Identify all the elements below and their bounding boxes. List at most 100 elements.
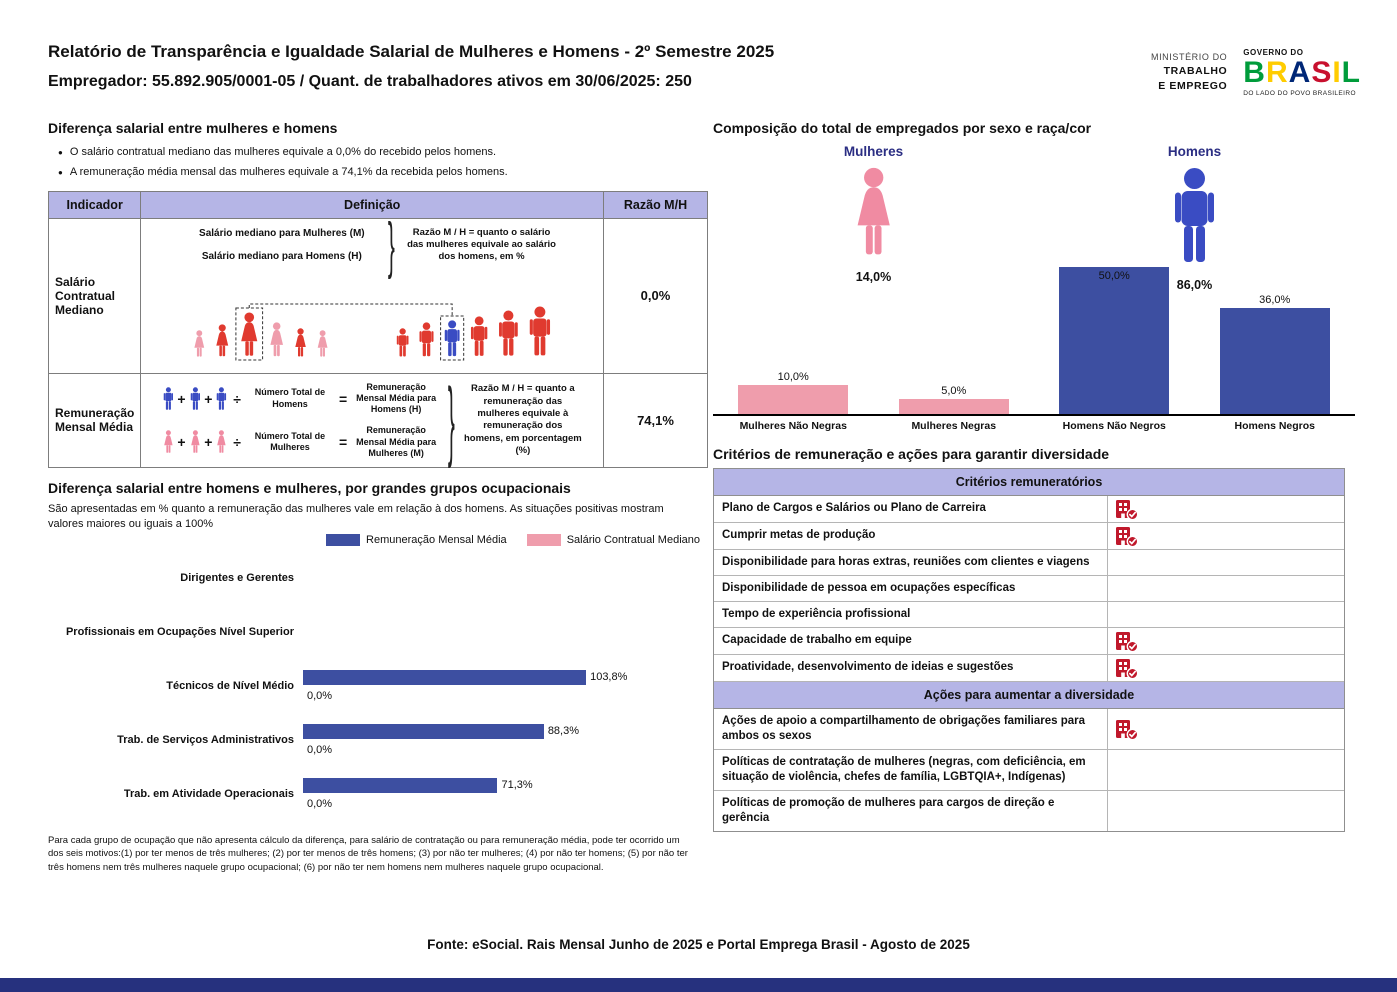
brand-letter: R [1265, 56, 1289, 89]
table-row-salario-mediano: Salário Contratual Mediano Salário media… [47, 208, 708, 374]
criteria-status-cell [1108, 628, 1344, 654]
avg-ratio-note: Razão M / H = quanto a remuneração das m… [463, 383, 582, 457]
male-percent: 86,0% [1176, 278, 1213, 292]
legend-label-pink: Salário Contratual Mediano [566, 533, 700, 546]
report-subtitle: Empregador: 55.892.905/0001-05 / Quant. … [48, 73, 692, 90]
avg-remuneration-definition: + + ÷ Número Total de Homens = Remuneração Me… [141, 368, 603, 470]
gov-tagline: DO LADO DO POVO BRASILEIRO [1243, 89, 1356, 97]
occupational-row: Técnicos de Nível Médio 103,8% 0,0% [48, 660, 708, 714]
col-header-razao: Razão M/H [603, 190, 708, 219]
criteria-label: Capacidade de trabalho em equipe [714, 628, 1108, 654]
crowd-figures [194, 303, 551, 361]
left-column: Diferença salarial entre mulheres e home… [47, 120, 708, 874]
composition-value-label: 10,0% [777, 370, 809, 383]
composition-bar [1059, 266, 1170, 414]
gov-label: GOVERNO DO [1243, 48, 1304, 57]
criteria-met-icon [1116, 719, 1139, 741]
criteria-row: Políticas de promoção de mulheres para c… [714, 790, 1344, 831]
composition-category-label: Homens Negros [1234, 420, 1316, 432]
bar-value-label: 0,0% [307, 690, 333, 703]
brand-letter: A [1288, 56, 1312, 89]
governo-do-brasil-logo: GOVERNO DO BRASIL DO LADO DO POVO BRASIL… [1243, 48, 1361, 97]
composition-category-label: Mulheres Negras [911, 420, 997, 432]
man-icon [163, 386, 173, 410]
criteria-met-icon [1116, 527, 1139, 548]
bullet-text: O salário contratual mediano das mulhere… [69, 146, 497, 158]
occupational-category-label: Técnicos de Nível Médio [166, 680, 294, 693]
report-header: Relatório de Transparência e Igualdade S… [48, 42, 774, 91]
bottom-accent-bar [0, 978, 1397, 992]
criteria-row: Capacidade de trabalho em equipe [714, 628, 1344, 655]
right-column: Composição do total de empregados por se… [713, 120, 1355, 832]
occupational-category-label: Dirigentes e Gerentes [180, 572, 294, 585]
woman-icon [163, 430, 173, 454]
salary-diff-title: Diferença salarial entre mulheres e home… [48, 120, 338, 136]
occupational-chart: Dirigentes e Gerentes Profissionais em Oc… [48, 552, 708, 822]
bullet-dot: ● [58, 148, 63, 157]
criteria-row: Políticas de contratação de mulheres (ne… [714, 749, 1344, 791]
median-salary-definition: Salário mediano para Mulheres (M) Salári… [141, 208, 603, 373]
criteria-status-cell [1108, 655, 1344, 681]
ministry-line1: MINISTÉRIO DO [1150, 52, 1228, 63]
criteria-label: Proatividade, desenvolvimento de ideias … [714, 655, 1108, 681]
bullet-dot: ● [58, 168, 63, 178]
legend-label-blue: Remuneração Mensal Média [366, 533, 507, 546]
brand-letter: S [1311, 56, 1333, 89]
plus-operator: + [177, 390, 186, 407]
criteria-label: Tempo de experiência profissional [714, 602, 1108, 627]
man-icon [1174, 168, 1214, 262]
criteria-row: Disponibilidade para horas extras, reuni… [714, 550, 1344, 576]
composition-bar [1219, 307, 1330, 414]
legend-item-blue: Remuneração Mensal Média [326, 533, 507, 546]
criteria-row: Disponibilidade de pessoa em ocupações e… [714, 576, 1344, 602]
composition-value-label: 36,0% [1259, 293, 1291, 306]
criteria-label: Políticas de promoção de mulheres para c… [714, 790, 1108, 831]
equals-operator: = [338, 390, 348, 407]
criteria-group-header: Ações para aumentar a diversidade [714, 682, 1344, 709]
indicator-table-header-row: Indicador Definição Razão M/H [47, 190, 708, 219]
male-composition-block: Homens 86,0% [1050, 144, 1339, 292]
avg-label: Remuneração Mensal Média para Mulheres (… [356, 425, 437, 458]
report-title: Relatório de Transparência e Igualdade S… [48, 42, 775, 61]
criteria-title: Critérios de remuneração e ações para ga… [713, 446, 1110, 462]
criteria-group-header: Critérios remuneratórios [714, 469, 1344, 496]
bar-value-label: 88,3% [547, 725, 580, 738]
col-header-indicador: Indicador [47, 190, 142, 219]
median-ratio-value: 0,0% [603, 217, 708, 374]
remuneration-bar [303, 777, 498, 793]
criteria-status-cell [1108, 602, 1344, 627]
composition-value-label: 50,0% [1098, 269, 1130, 282]
criteria-row: Proatividade, desenvolvimento de ideias … [714, 655, 1344, 682]
occupational-category-label: Profissionais em Ocupações Nível Superio… [65, 626, 294, 639]
criteria-section: Critérios de remuneração e ações para ga… [713, 446, 1355, 832]
occupational-row: Trab. de Serviços Administrativos 88,3% 0,… [48, 714, 708, 768]
woman-icon [217, 430, 227, 454]
source-footer: Fonte: eSocial. Rais Mensal Junho de 202… [427, 937, 970, 952]
salary-diff-bullets: ● O salário contratual mediano das mulhe… [58, 142, 708, 183]
divide-operator: ÷ [233, 434, 241, 451]
criteria-label: Disponibilidade para horas extras, reuni… [714, 550, 1108, 575]
bar-value-label: 71,3% [501, 779, 533, 792]
occupational-row: Trab. em Atividade Operacionais 71,3% 0,0% [48, 768, 708, 822]
composition-column: 10,0% [713, 370, 874, 414]
female-composition-block: Mulheres 14,0% [729, 144, 1018, 292]
remuneration-bar [303, 669, 587, 685]
women-formula: + + ÷ Número Total de Mulheres = Remuneração … [163, 425, 440, 459]
female-label: Mulheres [843, 144, 904, 159]
gov-brand: BRASIL [1243, 57, 1361, 89]
composition-bars: 10,0% 5,0% 50,0% 36,0% [713, 264, 1355, 416]
criteria-met-icon [1116, 632, 1139, 653]
woman-icon [190, 430, 200, 454]
brace-glyph: } [387, 208, 395, 281]
criteria-label: Cumprir metas de produção [714, 523, 1108, 549]
plus-operator: + [204, 390, 213, 407]
ministry-line2: TRABALHO [1163, 64, 1228, 77]
criteria-label: Plano de Cargos e Salários ou Plano de C… [714, 496, 1108, 522]
indicator-label: Remuneração Mensal Média [47, 372, 142, 469]
man-icon [1050, 167, 1339, 272]
bar-value-label: 0,0% [307, 798, 333, 811]
sex-composition: Mulheres 14,0% Homens 86,0% [713, 144, 1355, 292]
criteria-status-cell [1108, 550, 1344, 575]
occupational-title: Diferença salarial entre homens e mulher… [48, 480, 571, 497]
